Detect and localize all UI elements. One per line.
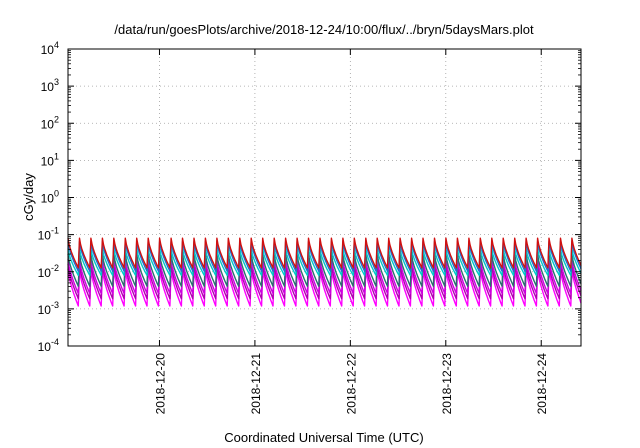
x-axis: 2018-12-20 2018-12-21 2018-12-22 2018-12-23…	[153, 49, 549, 414]
y-tick-label: 102	[41, 114, 59, 131]
y-tick-label: 100	[41, 189, 59, 206]
y-tick-label: 101	[41, 151, 59, 168]
series-line	[67, 263, 582, 300]
x-tick-label: 2018-12-21	[249, 353, 263, 415]
y-tick-label: 10-2	[38, 263, 59, 280]
series-line	[67, 268, 582, 307]
y-axis-label: cGy/day	[21, 173, 36, 221]
y-tick-label: 104	[41, 40, 59, 57]
x-axis-label: Coordinated Universal Time (UTC)	[224, 430, 423, 445]
y-tick-label: 10-4	[38, 337, 59, 354]
series-line	[67, 247, 582, 277]
series-line	[67, 258, 582, 295]
y-tick-label: 10-1	[38, 226, 59, 243]
y-tick-label: 103	[41, 77, 59, 94]
x-tick-label: 2018-12-24	[535, 353, 549, 415]
series-line	[67, 237, 582, 269]
plot-area	[67, 237, 582, 307]
y-tick-label: 10-3	[38, 300, 59, 317]
series-line	[67, 253, 582, 287]
x-tick-label: 2018-12-20	[153, 353, 167, 415]
y-axis: 10-4 10-3 10-2 10-1 100 101 102 103 104	[38, 40, 581, 354]
x-tick-label: 2018-12-22	[344, 353, 358, 415]
x-tick-label: 2018-12-23	[440, 353, 454, 415]
chart-title: /data/run/goesPlots/archive/2018-12-24/1…	[114, 22, 534, 37]
series-line	[67, 240, 582, 272]
